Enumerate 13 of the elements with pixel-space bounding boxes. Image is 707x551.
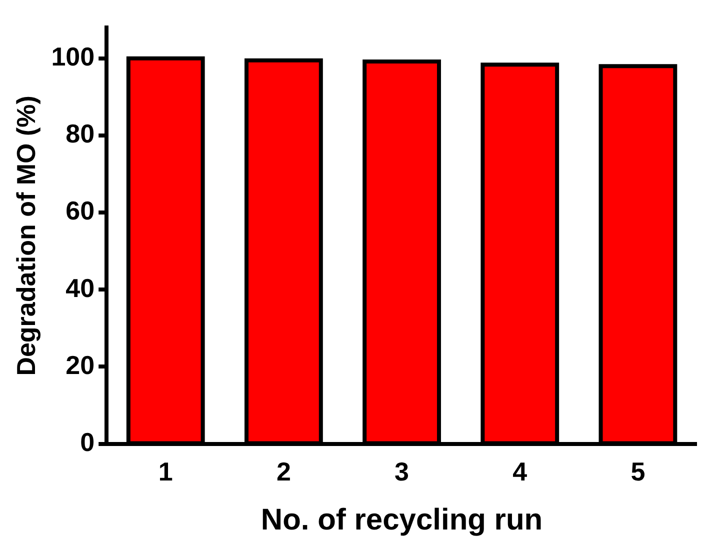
y-tick-label: 100 (51, 42, 95, 72)
x-tick-label: 2 (276, 456, 291, 487)
y-tick-label: 20 (66, 350, 95, 380)
x-axis-title: No. of recycling run (260, 503, 543, 536)
x-tick-label: 5 (630, 456, 646, 487)
x-tick-label: 3 (394, 456, 410, 487)
y-tick-label: 0 (80, 426, 95, 457)
y-tick-label: 40 (66, 272, 95, 303)
y-tick-label: 80 (66, 118, 95, 149)
x-tick-label: 1 (158, 456, 173, 487)
x-tick-label: 4 (512, 456, 528, 487)
y-tick-label: 60 (66, 196, 95, 226)
y-axis-title: Degradation of MO (%) (10, 96, 41, 376)
